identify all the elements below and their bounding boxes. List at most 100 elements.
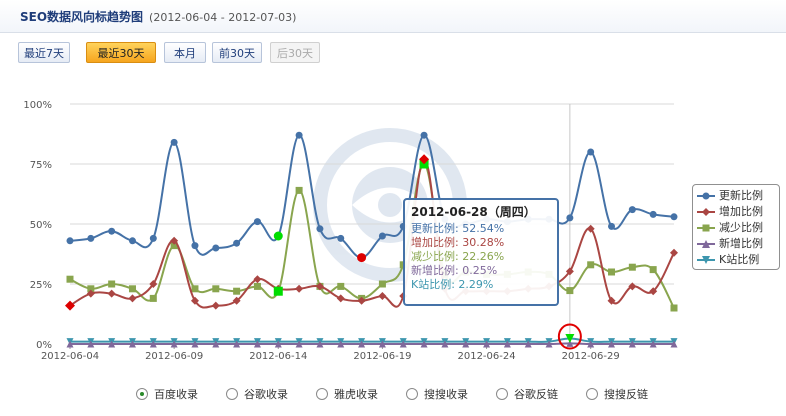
radio-soso-backlinks[interactable]: 搜搜反链 xyxy=(586,388,648,402)
radio-google-backlinks[interactable]: 谷歌反链 xyxy=(496,388,558,402)
data-point xyxy=(253,218,261,226)
data-point xyxy=(587,261,595,269)
radio-button-icon xyxy=(586,388,598,400)
this-month-button[interactable]: 本月 xyxy=(164,42,206,63)
data-point xyxy=(191,285,199,293)
data-point xyxy=(607,296,616,305)
data-point xyxy=(108,340,116,348)
data-point xyxy=(357,296,366,305)
data-point xyxy=(378,340,386,348)
x-tick-label: 2012-06-14 xyxy=(249,351,307,362)
page-title: SEO数据风向标趋势图 (2012-06-04 - 2012-07-03) xyxy=(20,8,296,25)
data-point xyxy=(358,340,366,348)
radio-button-icon xyxy=(136,388,148,400)
data-point xyxy=(649,287,658,296)
data-point xyxy=(649,266,657,274)
data-point xyxy=(337,282,345,290)
radio-yahoo-index[interactable]: 雅虎收录 xyxy=(316,388,378,402)
data-point xyxy=(565,267,574,276)
triangle-down-marker-icon xyxy=(697,256,715,264)
series-line xyxy=(69,342,674,346)
data-point xyxy=(566,214,574,222)
data-point xyxy=(170,242,178,250)
last-7-days-button[interactable]: 最近7天 xyxy=(18,42,70,63)
data-point xyxy=(170,236,179,245)
data-point xyxy=(608,268,616,276)
data-point xyxy=(212,340,220,348)
data-point xyxy=(149,340,157,348)
radio-label: 百度收录 xyxy=(154,388,198,401)
radio-button-icon xyxy=(226,388,238,400)
data-point xyxy=(87,340,95,348)
radio-label: 谷歌反链 xyxy=(514,388,558,401)
radio-label: 雅虎收录 xyxy=(334,388,378,401)
square-marker-icon xyxy=(697,224,715,232)
data-point xyxy=(315,282,324,291)
data-point xyxy=(212,244,220,252)
data-point xyxy=(670,248,678,257)
data-point xyxy=(566,339,574,347)
data-point xyxy=(170,340,178,348)
data-point xyxy=(378,280,386,288)
data-point xyxy=(86,289,95,298)
tooltip-row-k-ratio: K站比例: 2.29% xyxy=(411,278,494,291)
next-30-days-button[interactable]: 后30天 xyxy=(270,42,320,63)
radio-label: 搜搜收录 xyxy=(424,388,468,401)
data-point xyxy=(191,242,199,250)
data-point xyxy=(628,206,636,214)
data-point xyxy=(462,340,470,348)
legend-item-decrease-ratio[interactable]: 减少比例 xyxy=(697,220,775,236)
data-point xyxy=(399,340,407,348)
legend-item-k-ratio[interactable]: K站比例 xyxy=(697,252,775,268)
series-3 xyxy=(66,339,678,348)
data-point xyxy=(273,286,283,296)
data-point xyxy=(273,231,283,241)
legend-label: 减少比例 xyxy=(719,221,763,234)
legend-item-update-ratio[interactable]: 更新比例 xyxy=(697,188,775,204)
data-point xyxy=(108,227,116,235)
trend-chart[interactable]: 0%25%50%75%100% 2012-06-04 2012-06-09 2012… xyxy=(0,0,786,380)
x-tick-label: 2012-06-09 xyxy=(145,351,203,362)
data-point xyxy=(565,334,575,344)
last-30-days-button[interactable]: 最近30天 xyxy=(86,42,156,63)
legend-item-new-ratio[interactable]: 新增比例 xyxy=(697,236,775,252)
data-point xyxy=(670,340,678,348)
legend-item-increase-ratio[interactable]: 增加比例 xyxy=(697,204,775,220)
data-source-radio-group: 百度收录 谷歌收录 雅虎收录 搜搜收录 谷歌反链 搜搜反链 xyxy=(0,388,786,406)
data-point xyxy=(211,301,220,310)
radio-google-index[interactable]: 谷歌收录 xyxy=(226,388,288,402)
data-point xyxy=(337,234,345,242)
data-point xyxy=(87,234,95,242)
radio-label: 谷歌收录 xyxy=(244,388,288,401)
data-point xyxy=(587,148,595,156)
data-point xyxy=(608,222,616,230)
data-point xyxy=(628,282,637,291)
data-point xyxy=(420,340,428,348)
legend-label: K站比例 xyxy=(719,253,760,266)
data-point xyxy=(670,213,678,221)
data-point xyxy=(107,289,116,298)
data-point xyxy=(65,300,75,311)
data-point xyxy=(149,294,157,302)
tooltip-row-new-ratio: 新增比例: 0.25% xyxy=(411,264,498,277)
series-line xyxy=(70,337,674,343)
y-axis-ticks: 0% 25% 50% 75% 100% xyxy=(23,100,52,351)
legend-label: 增加比例 xyxy=(719,205,763,218)
data-point xyxy=(337,340,345,348)
radio-baidu-index[interactable]: 百度收录 xyxy=(136,388,198,402)
data-point xyxy=(233,340,241,348)
diamond-marker-icon xyxy=(697,208,715,216)
data-tooltip: 2012-06-28（周四） 更新比例: 52.54% 增加比例: 30.28%… xyxy=(403,198,559,306)
data-point xyxy=(441,340,449,348)
radio-button-icon xyxy=(496,388,508,400)
chart-legend: 更新比例 增加比例 减少比例 新增比例 K站比例 xyxy=(692,184,780,270)
data-point xyxy=(316,340,324,348)
previous-30-days-button[interactable]: 前30天 xyxy=(212,42,262,63)
radio-soso-index[interactable]: 搜搜收录 xyxy=(406,388,468,402)
data-point xyxy=(503,340,511,348)
data-point xyxy=(170,138,178,146)
data-point xyxy=(232,296,241,305)
data-point xyxy=(191,340,199,348)
data-point xyxy=(253,282,261,290)
data-point xyxy=(233,287,241,295)
